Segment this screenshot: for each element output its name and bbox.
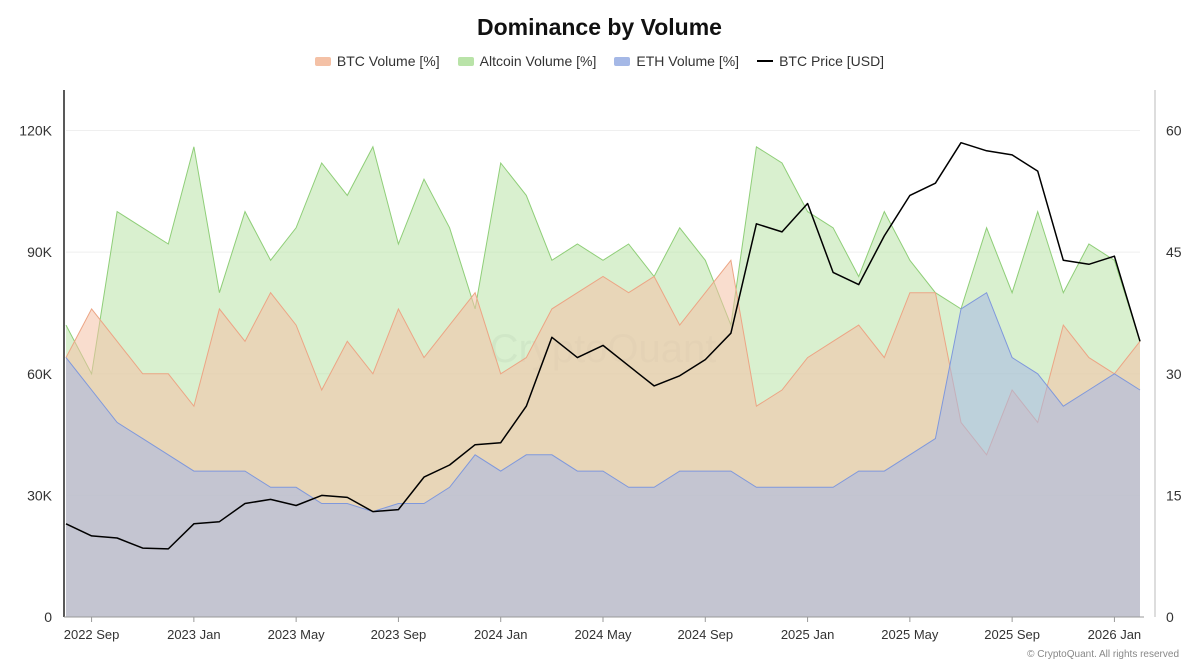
x-tick-label: 2023 Sep — [371, 627, 427, 642]
legend-swatch-eth-volume — [614, 56, 631, 66]
legend-swatch-btc-price — [757, 60, 774, 62]
legend-label-eth-volume: ETH Volume [%] — [636, 53, 740, 69]
right-tick-label: 45 — [1166, 244, 1182, 260]
x-tick-label: 2025 Jan — [781, 627, 835, 642]
x-tick-label: 2023 Jan — [167, 627, 221, 642]
x-tick-label: 2024 May — [574, 627, 632, 642]
chart-title: Dominance by Volume — [477, 14, 722, 40]
legend-item-btc-price[interactable]: BTC Price [USD] — [757, 53, 884, 69]
x-tick-label: 2024 Jan — [474, 627, 528, 642]
right-tick-label: 30 — [1166, 366, 1182, 382]
x-tick-label: 2025 Sep — [984, 627, 1040, 642]
x-tick-label: 2025 May — [881, 627, 939, 642]
area-edge-eth-volume — [65, 291, 1141, 513]
left-tick-label: 30K — [27, 487, 53, 503]
legend-label-btc-price: BTC Price [USD] — [779, 53, 885, 69]
left-tick-label: 60K — [27, 366, 53, 382]
x-tick-label: 2026 Jan — [1088, 627, 1142, 642]
left-tick-label: 0 — [44, 609, 52, 625]
left-tick-label: 120K — [19, 123, 52, 139]
right-tick-label: 0 — [1166, 609, 1174, 625]
area-eth-volume — [66, 292, 1140, 617]
legend-label-btc-volume: BTC Volume [%] — [336, 53, 440, 69]
x-tick-label: 2023 May — [268, 627, 326, 642]
right-tick-label: 15 — [1166, 487, 1182, 503]
legend-label-altcoin-volume: Altcoin Volume [%] — [479, 53, 597, 69]
legend-swatch-altcoin-volume — [457, 56, 474, 66]
legend-item-btc-volume[interactable]: BTC Volume [%] — [314, 53, 440, 69]
right-tick-label: 60 — [1166, 123, 1182, 139]
x-tick-label: 2022 Sep — [64, 627, 120, 642]
left-tick-label: 90K — [27, 244, 53, 260]
footer-copyright: © CryptoQuant. All rights reserved — [1027, 649, 1179, 660]
x-tick-label: 2024 Sep — [677, 627, 733, 642]
legend-item-altcoin-volume[interactable]: Altcoin Volume [%] — [457, 53, 597, 69]
legend: BTC Volume [%] Altcoin Volume [%] ETH Vo… — [0, 53, 1199, 69]
line-btc-price — [65, 141, 1141, 550]
legend-item-eth-volume[interactable]: ETH Volume [%] — [614, 53, 739, 69]
legend-swatch-btc-volume — [314, 56, 331, 66]
